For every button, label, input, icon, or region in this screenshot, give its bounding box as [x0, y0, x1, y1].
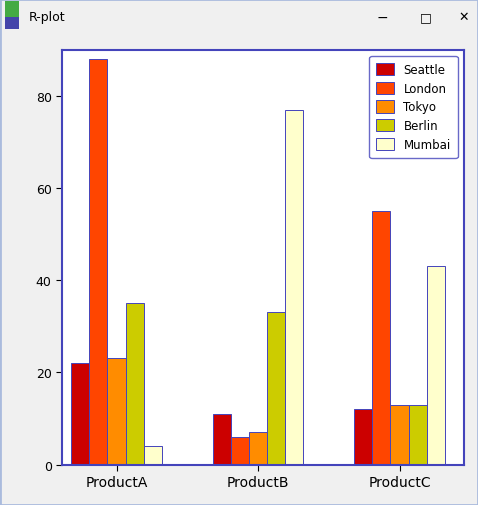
Bar [89, 60, 108, 465]
Bar [126, 304, 144, 465]
Bar [409, 405, 427, 465]
Bar [108, 359, 126, 465]
Bar [144, 446, 162, 465]
Bar [372, 212, 391, 465]
Bar [249, 432, 267, 465]
Bar [427, 267, 445, 465]
Bar [285, 110, 304, 465]
Legend: Seattle, London, Tokyo, Berlin, Mumbai: Seattle, London, Tokyo, Berlin, Mumbai [369, 57, 458, 159]
Text: −: − [377, 11, 388, 25]
Text: ✕: ✕ [458, 11, 469, 24]
Bar [267, 313, 285, 465]
Bar [231, 437, 249, 465]
Bar [391, 405, 409, 465]
Bar [5, 6, 19, 30]
Bar [354, 410, 372, 465]
Bar [5, 2, 19, 18]
Bar [71, 364, 89, 465]
Text: □: □ [420, 11, 431, 24]
Text: R-plot: R-plot [29, 11, 65, 24]
Bar [213, 414, 231, 465]
